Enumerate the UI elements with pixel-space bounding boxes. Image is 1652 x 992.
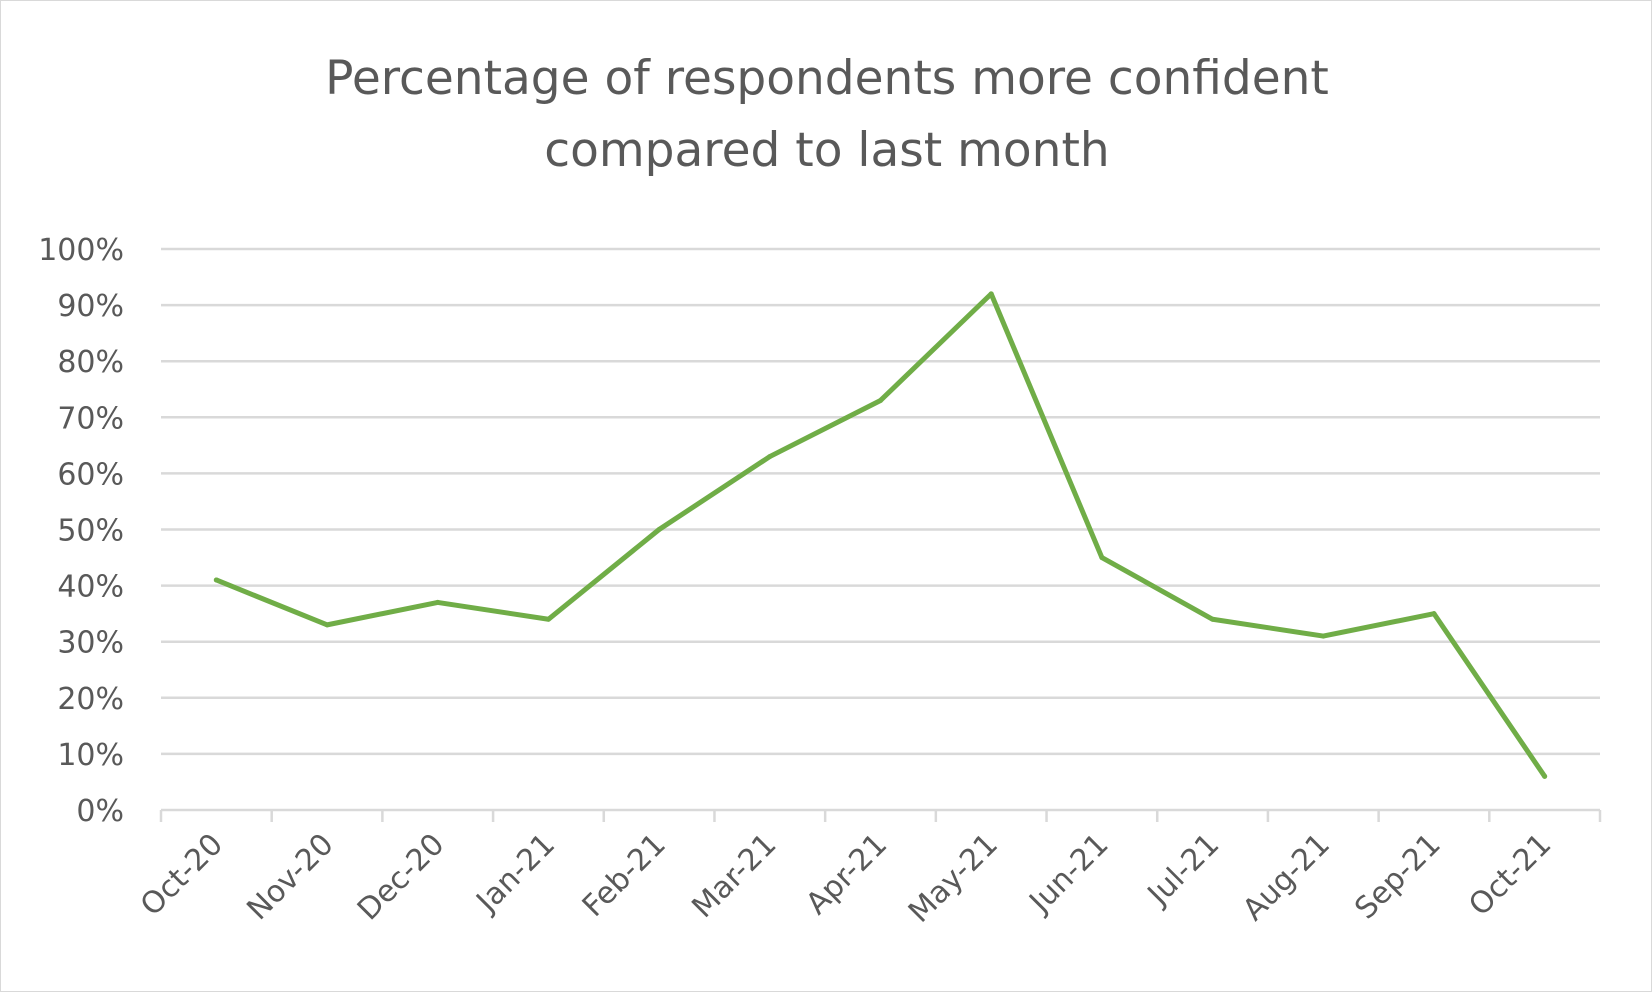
y-tick-label: 90%	[57, 289, 124, 324]
chart-title-line-1: Percentage of respondents more confident	[325, 51, 1329, 106]
x-tick-label: Jul-21	[1140, 827, 1226, 913]
x-tick-label: Apr-21	[799, 827, 894, 922]
y-tick-label: 0%	[76, 794, 124, 829]
y-tick-label: 100%	[38, 233, 124, 268]
data-point	[435, 599, 441, 605]
data-point	[1320, 633, 1326, 639]
data-point	[656, 527, 662, 532]
x-tick-label: Jan-21	[469, 827, 563, 921]
x-tick-label: Sep-21	[1348, 827, 1447, 926]
data-point	[878, 397, 883, 403]
x-tick-label: Oct-20	[134, 827, 230, 923]
x-tick-label: Aug-21	[1236, 827, 1337, 928]
x-tick-label: May-21	[902, 827, 1005, 930]
y-tick-label: 70%	[57, 401, 124, 436]
y-tick-label: 60%	[57, 457, 124, 492]
x-axis-labels: Oct-20 Nov-20 Dec-20 Jan-21 Feb-21 Mar-21 Apr-…	[134, 827, 1558, 930]
series-layer	[213, 291, 1548, 779]
y-tick-label: 30%	[57, 626, 124, 661]
x-tick-label: Oct-21	[1462, 827, 1558, 923]
x-tick-label: Dec-20	[351, 827, 451, 927]
chart-title-line-2: compared to last month	[544, 123, 1110, 178]
x-tick-label: Jun-21	[1022, 827, 1116, 921]
data-point	[545, 616, 551, 622]
data-point	[1210, 616, 1216, 622]
y-tick-label: 80%	[57, 345, 124, 380]
y-tick-label: 50%	[57, 514, 124, 549]
x-axis	[159, 808, 1602, 822]
data-point	[988, 291, 994, 297]
data-point	[213, 577, 219, 583]
x-tick-label: Mar-21	[685, 827, 783, 925]
x-tick-label: Nov-20	[240, 827, 340, 927]
data-point	[1542, 773, 1548, 779]
y-axis-labels: 0% 10% 20% 30% 40% 50% 60% 70% 80% 90% 100%	[38, 233, 124, 829]
data-point	[767, 454, 773, 460]
data-point	[1099, 555, 1105, 561]
data-point	[1431, 611, 1437, 617]
data-point	[324, 622, 330, 628]
chart-title: Percentage of respondents more confident…	[1, 43, 1652, 187]
y-tick-label: 10%	[57, 738, 124, 773]
y-tick-label: 20%	[57, 682, 124, 717]
series-line	[213, 291, 1548, 779]
y-tick-label: 40%	[57, 570, 124, 605]
x-tick-label: Feb-21	[576, 827, 673, 924]
gridlines	[161, 247, 1600, 756]
